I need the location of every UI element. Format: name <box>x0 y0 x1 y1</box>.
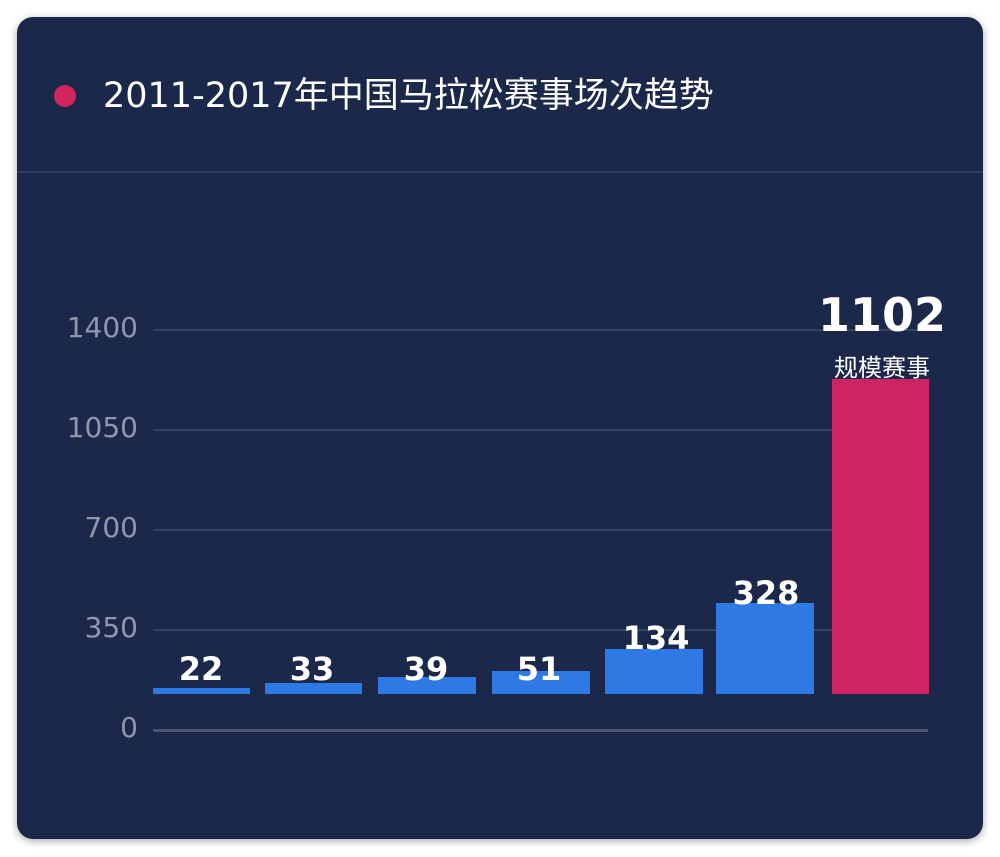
chart-title: 2011-2017年中国马拉松赛事场次趋势 <box>103 76 714 116</box>
bar-2012[interactable] <box>265 683 362 694</box>
gridline-350 <box>153 629 928 631</box>
value-label-2016: 328 <box>732 574 800 612</box>
bar-2011[interactable] <box>153 688 250 694</box>
x-axis-line <box>153 729 928 732</box>
y-tick-1400: 1400 <box>66 311 138 344</box>
title-dot-icon <box>54 85 76 107</box>
value-label-2015: 134 <box>622 619 690 657</box>
gridline-700 <box>153 529 928 531</box>
chart-card: 2011-2017年中国马拉松赛事场次趋势 1400 1050 700 350 … <box>17 17 983 839</box>
value-label-2011: 22 <box>178 650 224 688</box>
y-tick-1050: 1050 <box>66 411 138 444</box>
bar-2017[interactable] <box>832 379 929 694</box>
y-tick-700: 700 <box>84 511 138 544</box>
bar-2014[interactable] <box>492 671 590 694</box>
value-label-2014: 51 <box>516 650 562 688</box>
bar-2016[interactable] <box>716 603 814 694</box>
y-tick-0: 0 <box>120 711 138 744</box>
y-tick-350: 350 <box>84 611 138 644</box>
bar-2015[interactable] <box>605 649 703 694</box>
gridline-1400 <box>153 329 928 331</box>
header-divider <box>17 171 983 173</box>
card-header: 2011-2017年中国马拉松赛事场次趋势 <box>17 17 983 172</box>
bar-2013[interactable] <box>378 677 476 694</box>
value-label-2012: 33 <box>289 650 335 688</box>
value-label-2013: 39 <box>403 650 449 688</box>
gridline-1050 <box>153 429 928 431</box>
highlight-value: 1102 <box>817 288 947 342</box>
highlight-label: 规模赛事 <box>834 354 930 382</box>
